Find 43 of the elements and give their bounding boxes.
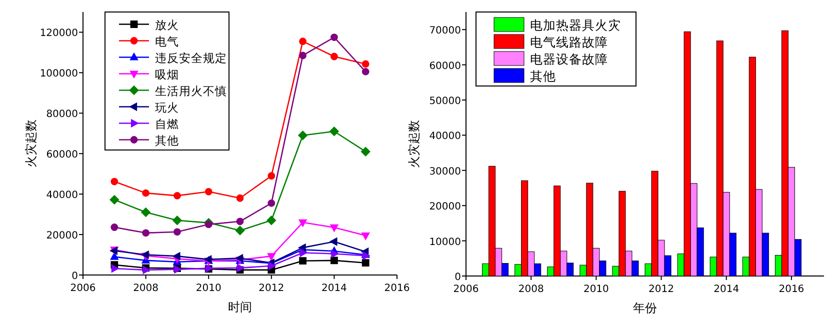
y-tick-label: 30000: [429, 166, 461, 178]
legend-label: 玩火: [155, 100, 179, 114]
y-tick-label: 60000: [46, 150, 78, 161]
x-tick-label: 2012: [648, 284, 674, 295]
x-tick-label: 2006: [70, 283, 96, 294]
legend-label: 吸烟: [155, 67, 179, 82]
x-tick-label: 2010: [583, 284, 609, 295]
legend-label: 其他: [155, 133, 179, 148]
legend-label: 违反安全规定: [155, 50, 227, 65]
y-tick-label: 0: [72, 271, 78, 282]
x-tick-label: 2012: [258, 283, 284, 294]
y-tick-label: 40000: [429, 131, 461, 142]
legend-label: 电器设备故障: [530, 52, 608, 66]
x-axis-title: 年份: [633, 301, 657, 315]
x-tick-label: 2008: [133, 283, 159, 294]
legend-label: 电气: [155, 34, 179, 48]
x-tick-label: 2014: [714, 284, 740, 295]
x-tick-label: 2010: [196, 283, 222, 294]
legend-label: 电气线路故障: [530, 34, 608, 50]
x-tick-label: 2014: [321, 283, 347, 294]
x-tick-label: 2006: [453, 284, 479, 295]
y-tick-label: 60000: [429, 60, 461, 72]
x-tick-label: 2016: [778, 284, 804, 295]
legend-label: 生活用火不慎: [155, 84, 227, 98]
legend-label: 其他: [530, 68, 556, 84]
y-tick-label: 40000: [46, 190, 78, 202]
y-axis-title: 火灾起数: [24, 120, 38, 168]
legend-label: 放火: [155, 18, 179, 32]
y-tick-label: 10000: [429, 236, 461, 248]
x-tick-label: 2008: [518, 284, 544, 295]
x-axis-title: 时间: [228, 300, 252, 314]
y-tick-label: 50000: [429, 96, 461, 107]
y-tick-label: 100000: [40, 68, 78, 80]
y-tick-label: 0: [454, 272, 461, 283]
y-tick-label: 20000: [429, 202, 461, 213]
y-tick-label: 120000: [40, 28, 78, 40]
y-axis-title: 火灾起数: [407, 120, 421, 168]
legend-label: 电加热器具火灾: [530, 18, 621, 32]
x-tick-label: 2016: [384, 283, 410, 294]
y-tick-label: 70000: [429, 26, 461, 37]
y-tick-label: 20000: [46, 230, 78, 242]
legend-label: 自燃: [155, 116, 179, 131]
y-tick-label: 80000: [46, 109, 78, 120]
